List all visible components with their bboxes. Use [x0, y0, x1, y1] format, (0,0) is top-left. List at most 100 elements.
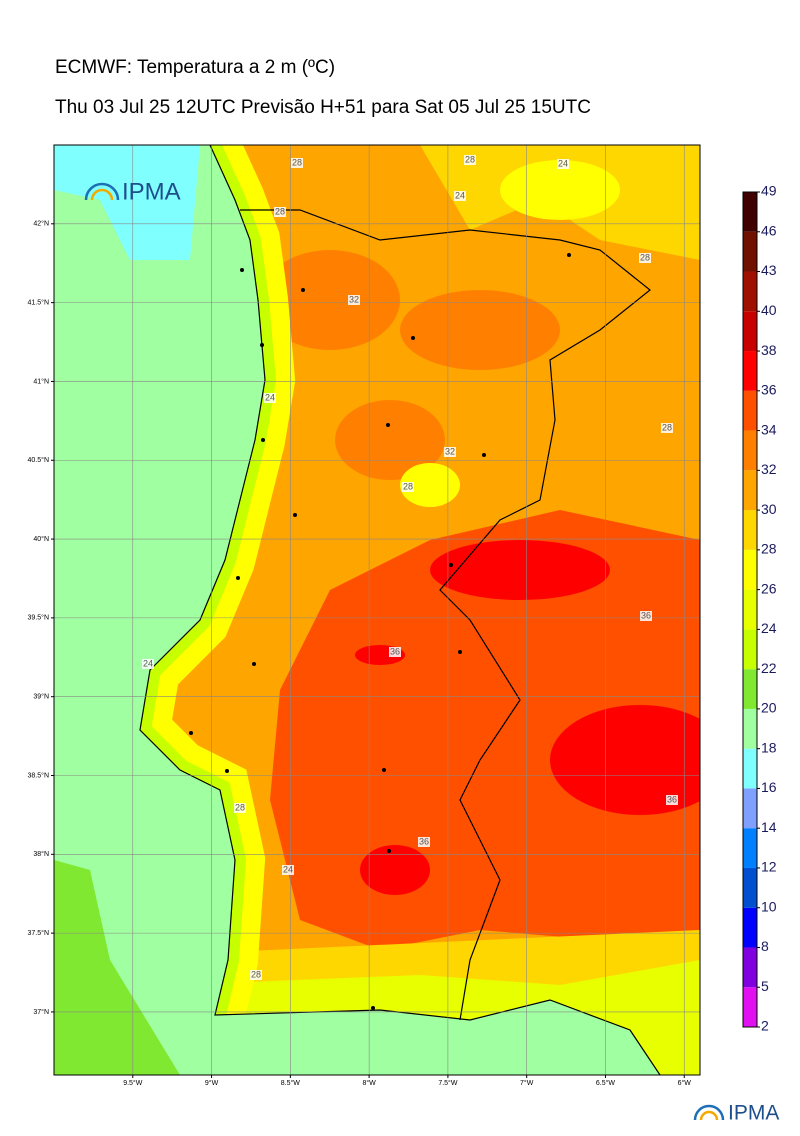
colorbar-label: 10 — [761, 898, 777, 914]
contour-label-bg — [234, 803, 246, 813]
y-tick-label: 42°N — [33, 220, 49, 228]
contour-label-bg — [666, 795, 678, 805]
contour-label: 36 — [641, 610, 651, 620]
footer-logo: IPMA — [693, 1102, 779, 1125]
map-logo: IPMA — [84, 178, 181, 205]
axis-ticks: 9.5°W 9°W 8.5°W 8°W 7.5°W 7°W 6.5°W 6°W 42°N 41.5… — [28, 220, 692, 1087]
cities — [189, 253, 571, 1010]
colorbar-segment — [743, 470, 757, 511]
colorbar-label: 5 — [761, 978, 769, 994]
x-tick-label: 9°W — [205, 1079, 219, 1087]
contour-label-bg — [464, 155, 476, 165]
colorbar: 2 5 8 10 12 14 16 18 20 22 24 26 28 30 32 34 36 38 40 43 46 4… — [742, 183, 777, 1034]
colorbar-label: 36 — [761, 382, 777, 398]
contour-label-bg — [402, 482, 414, 492]
x-tick-label: 9.5°W — [123, 1079, 143, 1087]
colorbar-label: 43 — [761, 262, 777, 278]
contour-label-bg — [557, 159, 569, 169]
y-tick-label: 37°N — [33, 1008, 49, 1016]
contour-label: 28 — [403, 481, 413, 491]
contour-label: 36 — [390, 646, 400, 656]
colorbar-segment — [743, 510, 757, 550]
colorbar-label: 14 — [761, 819, 777, 835]
x-tick-label: 8°W — [362, 1079, 376, 1087]
colorbar-label: 40 — [761, 302, 777, 318]
contour-label: 24 — [558, 158, 568, 168]
contour-label: 24 — [455, 190, 465, 200]
y-tick-label: 41°N — [33, 377, 49, 385]
y-tick-label: 40.5°N — [28, 456, 49, 464]
contour-label: 32 — [349, 294, 359, 304]
y-tick-label: 39°N — [33, 693, 49, 701]
colorbar-segment — [743, 669, 757, 709]
contour-label-bg — [274, 207, 286, 217]
contour-label: 28 — [465, 154, 475, 164]
colorbar-segment — [743, 351, 757, 391]
x-tick-label: 7.5°W — [438, 1079, 458, 1087]
colorbar-label: 2 — [761, 1018, 769, 1034]
contour-label-bg — [444, 447, 456, 457]
contour-label-bg — [661, 423, 673, 433]
colorbar-segment — [743, 629, 757, 670]
colorbar-frame — [742, 191, 758, 1028]
y-tick-label: 38°N — [33, 850, 49, 858]
colorbar-segment — [743, 828, 757, 868]
contour-label: 28 — [292, 157, 302, 167]
contour-label-bg — [640, 611, 652, 621]
sea-cool — [54, 145, 200, 260]
x-tick-label: 6°W — [678, 1079, 692, 1087]
colorbar-label: 16 — [761, 779, 777, 795]
contour-label: 28 — [662, 422, 672, 432]
colorbar-segment — [743, 549, 757, 590]
colorbar-segment — [743, 708, 757, 749]
contour-label-bg — [282, 865, 294, 875]
contour-label: 28 — [640, 252, 650, 262]
contour-label-bg — [264, 393, 276, 403]
contour-label: 28 — [251, 969, 261, 979]
colorbar-label: 26 — [761, 580, 777, 596]
colorbar-label: 28 — [761, 541, 777, 557]
logo-text: IPMA — [122, 178, 181, 205]
contour-label: 24 — [143, 658, 153, 668]
colorbar-segment — [743, 947, 757, 988]
colorbar-label: 22 — [761, 660, 777, 676]
colorbar-segment — [743, 748, 757, 789]
map-frame — [53, 144, 701, 1076]
contour-label: 24 — [283, 864, 293, 874]
colorbar-segment — [743, 867, 757, 908]
contour-label-bg — [639, 253, 651, 263]
colorbar-label: 24 — [761, 620, 777, 636]
contour-label-bg — [418, 837, 430, 847]
coastline — [139, 145, 661, 1075]
y-tick-label: 37.5°N — [28, 929, 49, 937]
contour-label-bg — [142, 659, 154, 669]
colorbar-label: 32 — [761, 461, 777, 477]
contour-label: 36 — [667, 794, 677, 804]
colorbar-label: 30 — [761, 501, 777, 517]
contour-label: 36 — [419, 836, 429, 846]
colorbar-segment — [743, 907, 757, 948]
colorbar-segment — [743, 311, 757, 352]
colorbar-segment — [743, 430, 757, 471]
title: ECMWF: Temperatura a 2 m (ºC) — [55, 57, 335, 78]
colorbar-segment — [743, 231, 757, 272]
contour-label: 32 — [445, 446, 455, 456]
colorbar-label: 18 — [761, 739, 777, 755]
colorbar-label: 49 — [761, 183, 777, 199]
map-area: 28 28 24 24 32 28 28 24 32 28 28 36 36 36 36 24 28 24 28 I… — [54, 145, 700, 1075]
colorbar-segment — [743, 788, 757, 829]
contour-label-bg — [454, 191, 466, 201]
colorbar-label: 46 — [761, 222, 777, 238]
colorbar-segment — [743, 271, 757, 312]
x-tick-label: 8.5°W — [281, 1079, 301, 1087]
contour-label: 24 — [265, 392, 275, 402]
y-tick-label: 41.5°N — [28, 298, 49, 306]
colorbar-label: 34 — [761, 421, 777, 437]
grid — [54, 145, 700, 1075]
colorbar-label: 20 — [761, 700, 777, 716]
colorbar-label: 12 — [761, 859, 777, 875]
logo-text: IPMA — [728, 1102, 779, 1125]
contour-label-bg — [250, 970, 262, 980]
subtitle: Thu 03 Jul 25 12UTC Previsão H+51 para S… — [55, 97, 591, 118]
